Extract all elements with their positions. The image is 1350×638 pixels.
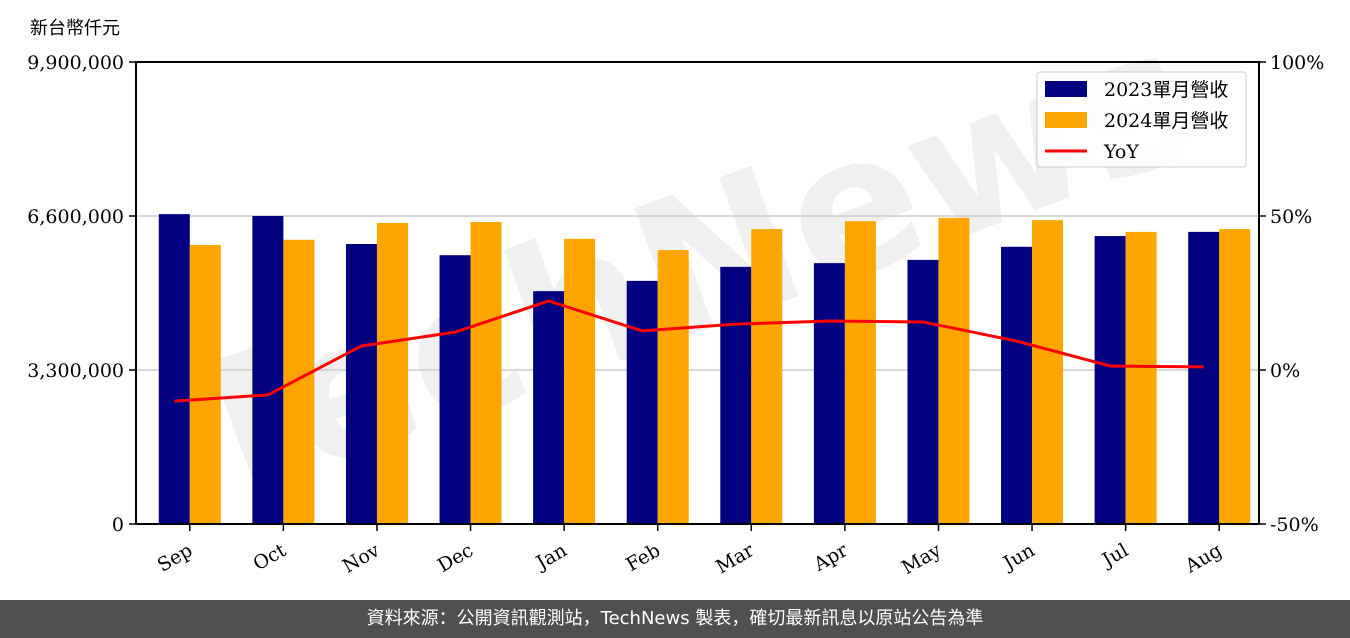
chart: TechNews0-50%3,300,0000%6,600,00050%9,90… (27, 0, 1324, 579)
bar-2023單月營收-Jan (533, 291, 565, 524)
bar-2024單月營收-Jun (1032, 220, 1064, 524)
x-tick-label: Oct (250, 539, 291, 575)
bar-2024單月營收-May (938, 217, 970, 524)
y-tick-label: 9,900,000 (27, 52, 124, 74)
legend-swatch (1045, 112, 1087, 128)
legend-label: 2024單月營收 (1104, 110, 1228, 132)
bar-2023單月營收-Nov (345, 244, 377, 524)
bar-2024單月營收-Nov (376, 223, 408, 524)
bar-2024單月營收-Feb (657, 250, 689, 525)
x-tick-label: Dec (434, 539, 477, 577)
x-tick-label: Feb (622, 539, 664, 576)
bar-2023單月營收-Jun (1001, 246, 1033, 525)
bar-2024單月營收-Oct (283, 239, 315, 525)
y-tick-label: 3,300,000 (27, 360, 124, 382)
bar-2024單月營收-Apr (844, 221, 876, 524)
bar-2023單月營收-Feb (626, 280, 658, 524)
bar-2024單月營收-Dec (470, 222, 502, 525)
legend-label: YoY (1103, 141, 1139, 163)
x-tick-label: Apr (809, 539, 852, 576)
bar-2023單月營收-Aug (1188, 231, 1220, 524)
x-tick-label: Nov (339, 539, 384, 578)
legend-box (1036, 71, 1247, 168)
bar-2023單月營收-May (907, 259, 939, 524)
bar-2023單月營收-Mar (720, 266, 752, 524)
bar-2024單月營收-Sep (189, 244, 221, 524)
plot-frame (135, 61, 1260, 525)
x-tick-label: May (898, 539, 945, 579)
bar-2024單月營收-Jan (564, 238, 596, 524)
y2-tick-label: -50% (1270, 514, 1319, 536)
y-tick-label: 6,600,000 (27, 206, 124, 228)
bar-2023單月營收-Dec (439, 255, 471, 524)
y2-tick-label: 100% (1270, 52, 1324, 74)
legend-label: 2023單月營收 (1104, 79, 1228, 101)
bar-2024單月營收-Mar (751, 229, 783, 525)
y2-tick-label: 50% (1270, 206, 1312, 228)
bar-2024單月營收-Jul (1125, 231, 1157, 524)
bar-2023單月營收-Oct (252, 216, 284, 524)
x-tick-label: Jun (998, 539, 1039, 575)
y2-tick-label: 0% (1270, 360, 1300, 382)
x-tick-label: Jul (1097, 539, 1132, 572)
y-axis-label: 新台幣仟元 (30, 18, 120, 39)
yoy-line (174, 299, 1204, 403)
legend-swatch (1045, 81, 1087, 97)
bar-2024單月營收-Aug (1219, 229, 1251, 525)
y-tick-label: 0 (112, 514, 124, 536)
x-tick-label: Aug (1181, 539, 1226, 578)
bar-2023單月營收-Apr (813, 263, 845, 524)
bar-2023單月營收-Sep (158, 214, 190, 524)
x-tick-label: Jan (531, 539, 571, 575)
x-tick-label: Sep (154, 539, 197, 576)
bar-2023單月營收-Jul (1094, 236, 1126, 525)
footer-source: 資料來源：公開資訊觀測站，TechNews 製表，確切最新訊息以原站公告為準 (0, 600, 1350, 638)
x-tick-label: Mar (712, 539, 758, 578)
